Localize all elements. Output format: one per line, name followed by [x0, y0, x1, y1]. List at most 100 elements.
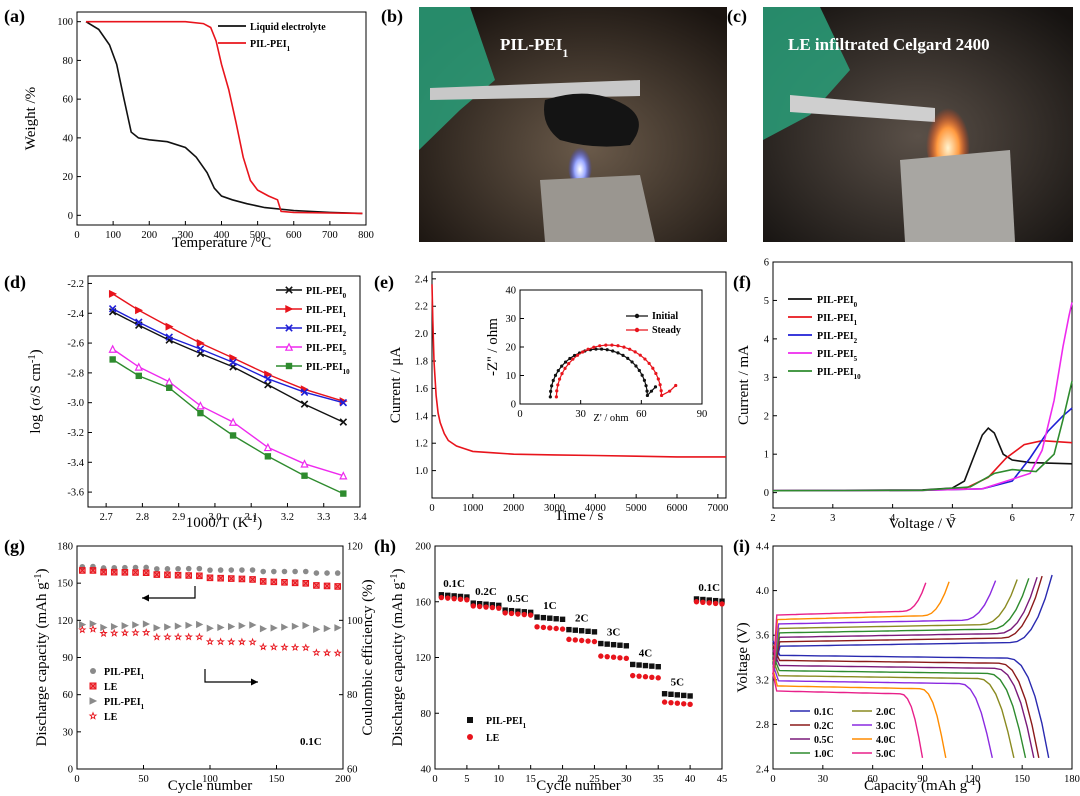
photo-b-flame — [568, 143, 592, 187]
g-point — [281, 579, 288, 586]
g-point — [259, 642, 268, 651]
h-point — [693, 599, 700, 605]
g-ytick-label: 150 — [57, 579, 73, 590]
h-point — [642, 674, 649, 680]
photo-b-glove — [419, 7, 495, 150]
h-point — [585, 638, 591, 644]
g-point — [206, 574, 214, 582]
e-inset-point — [594, 347, 598, 351]
g-point — [302, 621, 310, 630]
h-point — [559, 626, 566, 632]
g-point — [207, 567, 213, 573]
chart-h: 0 5 10 15 20 25 30 35 40 45 40 80 120 160 200 PIL-PEI1 L… — [389, 542, 728, 795]
h-point — [464, 597, 470, 603]
d-legend-label: PIL-PEI1 — [306, 305, 347, 319]
a-xlabel: Temperature /°C — [172, 235, 272, 251]
h-rate-label: 0.2C — [475, 586, 497, 598]
chart-a: 0 100 200 300 400 500 600 700 800 0 20 40 60 80 100 Liq… — [23, 11, 374, 251]
h-point — [489, 602, 496, 608]
g-point — [131, 628, 140, 637]
g-xtick-label: 150 — [269, 774, 285, 785]
f-xtick-label: 4 — [890, 513, 896, 524]
h-point — [674, 700, 681, 706]
h-point — [502, 610, 508, 616]
h-point — [496, 605, 502, 611]
h-point — [636, 673, 642, 679]
e-inset-point — [630, 360, 634, 364]
h-ytick-label: 120 — [415, 653, 431, 664]
i-discharge-line — [772, 640, 1050, 759]
f-xtick-label: 3 — [830, 513, 835, 524]
d-point — [301, 472, 308, 479]
i-xtick-label: 180 — [1064, 774, 1080, 785]
e-inset-point — [611, 349, 615, 353]
e-xlabel: Time / s — [555, 508, 604, 524]
i-ytick-label: 3.2 — [756, 675, 769, 686]
g-point — [301, 643, 310, 652]
e-series-line — [431, 284, 726, 458]
e-inset-point — [616, 351, 620, 355]
d-ytick-label: -2.6 — [67, 339, 84, 350]
g-point — [99, 628, 108, 638]
f-ytick-label: 5 — [764, 296, 769, 307]
d-legend-marker — [284, 342, 294, 351]
h-point — [649, 674, 655, 680]
h-point — [598, 640, 604, 647]
chart-e: 0 1000 2000 3000 4000 5000 6000 70001.01.21.41.… — [388, 271, 728, 524]
d-point — [165, 377, 174, 386]
i-xlabel: Capacity (mAh g-1) — [864, 777, 981, 795]
e-inset-point — [659, 389, 663, 393]
e-inset-point — [581, 350, 585, 354]
g-point — [227, 575, 235, 582]
g-point — [260, 568, 267, 575]
h-point — [445, 592, 451, 599]
e-inset-point — [653, 385, 658, 389]
photo-c: LE infiltrated Celgard 2400 — [763, 7, 1073, 242]
g-point — [185, 565, 192, 572]
d-point — [340, 490, 347, 497]
f-ytick-label: 0 — [764, 488, 769, 499]
e-inset-point — [647, 361, 651, 366]
e-inset-legend-marker — [634, 327, 640, 333]
d-series-line — [112, 308, 344, 404]
g-point — [164, 623, 172, 631]
a-xtick-label: 200 — [141, 230, 157, 241]
photo-c-glove — [763, 7, 850, 140]
h-point — [515, 611, 521, 617]
f-xtick-label: 6 — [1010, 513, 1015, 524]
e-inset-point — [621, 353, 625, 357]
h-point — [553, 625, 559, 632]
g-legend-marker — [90, 668, 96, 674]
e-inset-point — [638, 353, 642, 357]
e-inset-point — [622, 345, 626, 349]
g-point — [249, 576, 256, 583]
d-point — [165, 322, 174, 331]
g-point — [281, 568, 288, 575]
h-point — [508, 607, 515, 614]
i-ytick-label: 2.8 — [756, 720, 769, 731]
e-inset-series-line — [555, 344, 677, 397]
g-point — [239, 567, 245, 573]
a-ytick-label: 100 — [57, 17, 73, 28]
g-point — [270, 624, 278, 632]
photo-b-lighter — [540, 175, 655, 242]
g-point — [100, 623, 108, 632]
f-ytick-label: 3 — [764, 373, 769, 384]
f-ylabel: Current / mA — [736, 345, 752, 425]
h-point — [630, 672, 636, 679]
g-point — [248, 637, 257, 646]
h-point — [706, 600, 712, 606]
g-ytick-label: 120 — [57, 616, 73, 627]
e-inset-point — [599, 347, 604, 351]
f-ytick-label: 4 — [764, 334, 770, 345]
h-point — [661, 691, 668, 697]
e-ytick-label: 1.2 — [415, 439, 428, 450]
e-ytick-label: 2.0 — [415, 329, 428, 340]
f-plot-frame — [772, 261, 1073, 509]
g-point — [89, 567, 97, 574]
i-charge-line — [772, 576, 1038, 675]
e-inset-ytick-label: 30 — [506, 314, 517, 325]
i-legend-label: 0.1C — [814, 707, 834, 718]
e-inset-point — [644, 384, 648, 388]
